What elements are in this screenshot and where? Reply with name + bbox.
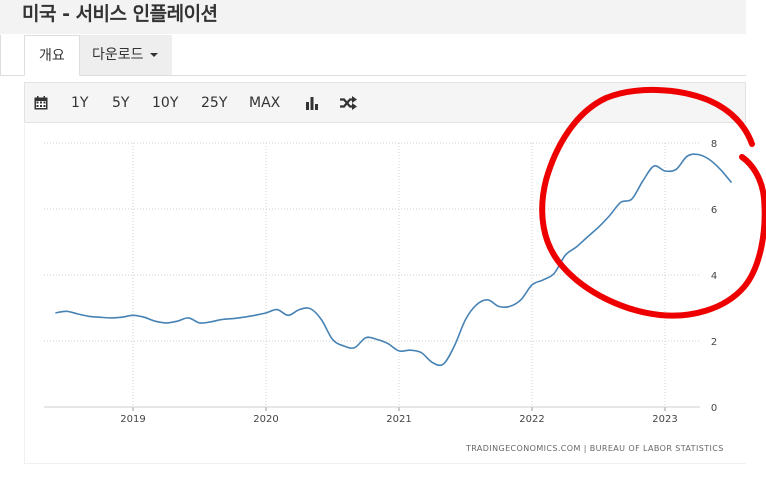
chart-toolbar: 1Y 5Y 10Y 25Y MAX — [24, 82, 746, 123]
y-tick-label: 4 — [711, 271, 717, 282]
shuffle-icon[interactable] — [340, 83, 357, 123]
tab-overview[interactable]: 개요 — [24, 35, 80, 76]
range-25y-button[interactable]: 25Y — [201, 95, 228, 111]
bar-chart-icon[interactable] — [305, 83, 319, 123]
x-tick-label: 2019 — [120, 414, 145, 425]
y-tick-label: 8 — [711, 139, 717, 150]
caret-down-icon — [149, 53, 158, 57]
range-5y-button[interactable]: 5Y — [112, 95, 130, 111]
tab-download[interactable]: 다운로드 — [78, 35, 172, 75]
tabs-divider — [0, 75, 746, 76]
y-tick-label: 2 — [711, 337, 717, 348]
calendar-icon[interactable] — [34, 83, 48, 123]
series-line — [55, 153, 733, 367]
x-tick-label: 2021 — [386, 414, 411, 425]
source-credit: TRADINGECONOMICS.COM | BUREAU OF LABOR S… — [466, 444, 724, 453]
chart-area — [24, 124, 746, 464]
range-1y-button[interactable]: 1Y — [71, 95, 89, 111]
y-tick-label: 0 — [711, 403, 717, 414]
page-title: 미국 - 서비스 인플레이션 — [22, 3, 218, 25]
title-bar — [0, 0, 746, 34]
x-tick-label: 2022 — [519, 414, 544, 425]
range-max-button[interactable]: MAX — [249, 95, 281, 111]
x-tick-label: 2023 — [652, 414, 677, 425]
tab-download-label: 다운로드 — [92, 47, 144, 63]
y-tick-label: 6 — [711, 205, 717, 216]
annotation-circle — [539, 86, 766, 319]
range-10y-button[interactable]: 10Y — [152, 95, 179, 111]
tab-overview-label: 개요 — [39, 48, 65, 64]
x-tick-label: 2020 — [253, 414, 278, 425]
tab-left-border — [0, 35, 1, 75]
